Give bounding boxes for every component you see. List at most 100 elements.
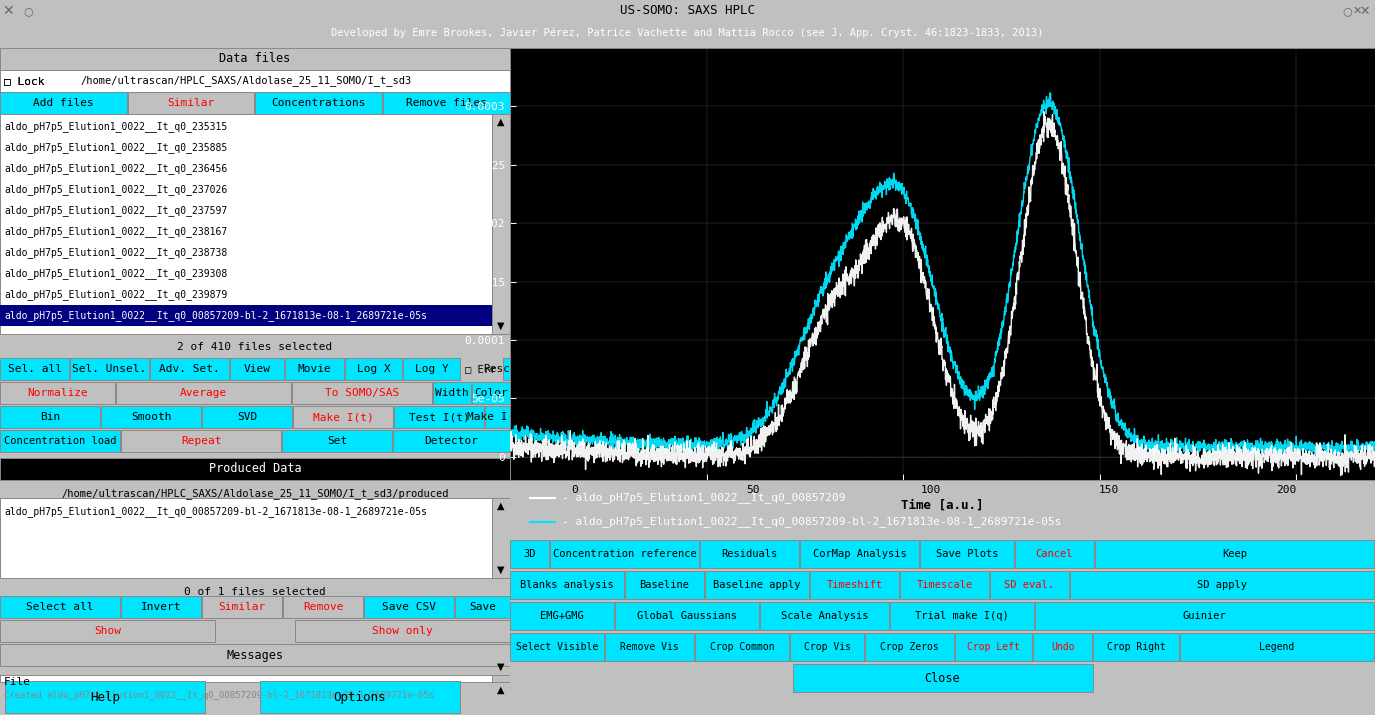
Bar xyxy=(1033,633,1092,661)
Bar xyxy=(100,406,201,428)
Bar xyxy=(550,540,698,568)
Text: Cancel: Cancel xyxy=(1035,549,1074,559)
Text: □ Lock: □ Lock xyxy=(4,76,44,86)
Bar xyxy=(150,358,230,380)
Text: Make I(t): Make I(t) xyxy=(312,412,374,422)
Text: aldo_pH7p5_Elution1_0022__It_q0_00857209-bl-2_1671813e-08-1_2689721e-05s: aldo_pH7p5_Elution1_0022__It_q0_00857209… xyxy=(4,310,428,320)
Text: Movie: Movie xyxy=(297,364,331,374)
Bar xyxy=(0,620,214,642)
Bar xyxy=(455,596,510,618)
Text: Select Visible: Select Visible xyxy=(516,642,598,652)
Text: Blanks analysis: Blanks analysis xyxy=(520,580,613,590)
Text: Trial make I(q): Trial make I(q) xyxy=(916,611,1009,621)
Text: Timescale: Timescale xyxy=(916,580,972,590)
Bar xyxy=(70,358,148,380)
Bar xyxy=(1035,602,1374,630)
Bar xyxy=(121,596,201,618)
Text: aldo_pH7p5_Elution1_0022__It_q0_237597: aldo_pH7p5_Elution1_0022__It_q0_237597 xyxy=(4,204,227,216)
Text: Similar: Similar xyxy=(168,98,214,108)
Text: Sel. all: Sel. all xyxy=(7,364,62,374)
Text: Average: Average xyxy=(180,388,227,398)
Bar xyxy=(230,358,285,380)
Bar xyxy=(865,633,954,661)
Bar xyxy=(485,406,510,428)
Text: Messages: Messages xyxy=(227,649,283,661)
Text: ▼: ▼ xyxy=(498,321,505,331)
Bar xyxy=(260,681,461,713)
Bar xyxy=(292,382,432,404)
Text: Crop Right: Crop Right xyxy=(1107,642,1166,652)
Bar xyxy=(6,681,205,713)
Text: Show only: Show only xyxy=(373,626,433,636)
Bar xyxy=(605,633,694,661)
Text: 150: 150 xyxy=(1099,485,1119,495)
Text: ▼: ▼ xyxy=(498,662,505,672)
Text: SD eval.: SD eval. xyxy=(1005,580,1055,590)
Bar xyxy=(0,114,492,334)
Bar xyxy=(0,92,126,114)
Text: Baseline apply: Baseline apply xyxy=(714,580,800,590)
Bar xyxy=(285,358,344,380)
Bar xyxy=(492,114,510,334)
Bar xyxy=(705,571,808,599)
Text: CorMap Analysis: CorMap Analysis xyxy=(813,549,906,559)
Text: Options: Options xyxy=(334,691,386,704)
Bar xyxy=(1093,633,1178,661)
Text: SD apply: SD apply xyxy=(1198,580,1247,590)
Bar xyxy=(0,644,510,666)
Bar xyxy=(0,305,492,325)
Bar xyxy=(116,382,292,404)
Bar xyxy=(393,430,510,452)
Bar xyxy=(791,633,864,661)
Text: Adv. Set.: Adv. Set. xyxy=(160,364,220,374)
Text: US-SOMO: SAXS HPLC: US-SOMO: SAXS HPLC xyxy=(620,4,755,17)
Text: Created aldo_pH7p5_Elution1_0022__It_q0_00857209-bl-2_1671813e-08-1_2689721e-05s: Created aldo_pH7p5_Elution1_0022__It_q0_… xyxy=(4,691,434,701)
Text: Close: Close xyxy=(924,671,960,684)
Text: Save CSV: Save CSV xyxy=(382,602,436,612)
Text: Make I(q): Make I(q) xyxy=(468,412,528,422)
Bar xyxy=(510,540,549,568)
Text: 200: 200 xyxy=(1276,485,1297,495)
Text: Smooth: Smooth xyxy=(131,412,172,422)
Text: aldo_pH7p5_Elution1_0022__It_q0_236456: aldo_pH7p5_Elution1_0022__It_q0_236456 xyxy=(4,163,227,174)
Bar xyxy=(202,406,292,428)
Text: Test I(t): Test I(t) xyxy=(408,412,469,422)
Bar xyxy=(0,430,120,452)
Bar xyxy=(433,382,472,404)
Text: Width: Width xyxy=(434,388,469,398)
Text: 0 of 1 files selected: 0 of 1 files selected xyxy=(184,587,326,597)
Text: Invert: Invert xyxy=(140,602,182,612)
Bar xyxy=(345,358,402,380)
Bar xyxy=(0,498,492,578)
Text: aldo_pH7p5_Elution1_0022__It_q0_235885: aldo_pH7p5_Elution1_0022__It_q0_235885 xyxy=(4,142,227,153)
Bar xyxy=(760,602,890,630)
Text: SVD: SVD xyxy=(236,412,257,422)
Text: Show: Show xyxy=(94,626,121,636)
Text: □ Lock: □ Lock xyxy=(4,76,44,86)
Bar xyxy=(890,602,1034,630)
Text: ✕: ✕ xyxy=(3,4,14,18)
Bar xyxy=(0,675,492,682)
Text: 100: 100 xyxy=(921,485,940,495)
Text: EMG+GMG: EMG+GMG xyxy=(540,611,584,621)
Bar xyxy=(395,406,484,428)
Text: Guinier: Guinier xyxy=(1182,611,1226,621)
Text: ○: ○ xyxy=(1342,6,1352,16)
Bar xyxy=(364,596,454,618)
Text: 3D: 3D xyxy=(524,549,536,559)
Bar xyxy=(700,540,799,568)
Text: /home/ultrascan/HPLC_SAXS/Aldolase_25_11_SOMO/I_t_sd3: /home/ultrascan/HPLC_SAXS/Aldolase_25_11… xyxy=(80,76,411,87)
Text: Add files: Add files xyxy=(33,98,94,108)
Text: Sel. Unsel.: Sel. Unsel. xyxy=(73,364,147,374)
Bar xyxy=(472,382,510,404)
Text: Save: Save xyxy=(469,602,496,612)
Text: Crop Left: Crop Left xyxy=(967,642,1020,652)
Bar xyxy=(403,358,461,380)
Text: Similar: Similar xyxy=(219,602,265,612)
Bar xyxy=(0,358,69,380)
Bar xyxy=(510,602,615,630)
Text: Select all: Select all xyxy=(26,602,94,612)
Bar xyxy=(694,633,789,661)
Bar xyxy=(282,430,392,452)
Text: Timeshift: Timeshift xyxy=(826,580,883,590)
